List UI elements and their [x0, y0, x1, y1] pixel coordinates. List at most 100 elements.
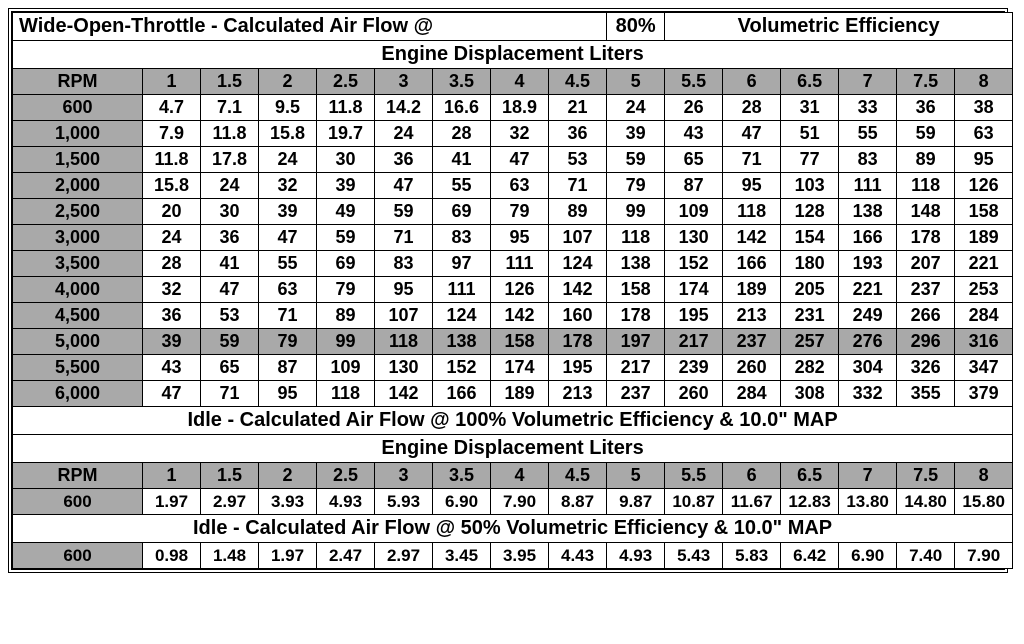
data-cell: 99	[317, 329, 375, 355]
data-cell: 55	[259, 251, 317, 277]
data-cell: 180	[781, 251, 839, 277]
data-cell: 24	[201, 173, 259, 199]
data-cell: 189	[723, 277, 781, 303]
data-cell: 178	[549, 329, 607, 355]
col-disp: 4.5	[549, 463, 607, 489]
data-cell: 97	[433, 251, 491, 277]
data-cell: 154	[781, 225, 839, 251]
data-cell: 7.1	[201, 95, 259, 121]
data-cell: 284	[723, 381, 781, 407]
rpm-cell: 4,500	[13, 303, 143, 329]
data-cell: 83	[839, 147, 897, 173]
data-cell: 142	[491, 303, 549, 329]
col-disp: 8	[955, 463, 1013, 489]
col-disp: 2.5	[317, 69, 375, 95]
data-cell: 189	[491, 381, 549, 407]
col-disp: 7.5	[897, 69, 955, 95]
title-wot-right: Volumetric Efficiency	[665, 13, 1013, 41]
data-cell: 28	[433, 121, 491, 147]
col-disp: 1.5	[201, 463, 259, 489]
data-cell: 36	[897, 95, 955, 121]
data-cell: 124	[549, 251, 607, 277]
col-disp: 5.5	[665, 463, 723, 489]
data-cell: 71	[723, 147, 781, 173]
data-cell: 79	[491, 199, 549, 225]
rpm-cell: 2,000	[13, 173, 143, 199]
rpm-cell: 600	[13, 543, 143, 569]
data-cell: 24	[607, 95, 665, 121]
data-cell: 158	[607, 277, 665, 303]
data-cell: 152	[433, 355, 491, 381]
data-cell: 130	[375, 355, 433, 381]
col-disp: 2.5	[317, 463, 375, 489]
data-cell: 107	[549, 225, 607, 251]
data-cell: 39	[143, 329, 201, 355]
col-disp: 7.5	[897, 463, 955, 489]
airflow-table: Wide-Open-Throttle - Calculated Air Flow…	[12, 12, 1013, 569]
data-cell: 160	[549, 303, 607, 329]
rpm-cell: 5,500	[13, 355, 143, 381]
data-cell: 2.97	[201, 489, 259, 515]
data-cell: 53	[549, 147, 607, 173]
data-cell: 355	[897, 381, 955, 407]
data-cell: 24	[375, 121, 433, 147]
data-cell: 95	[723, 173, 781, 199]
data-cell: 59	[607, 147, 665, 173]
data-cell: 15.8	[259, 121, 317, 147]
data-cell: 65	[665, 147, 723, 173]
data-cell: 59	[317, 225, 375, 251]
col-disp: 2	[259, 69, 317, 95]
data-cell: 21	[549, 95, 607, 121]
data-cell: 237	[723, 329, 781, 355]
data-cell: 276	[839, 329, 897, 355]
data-cell: 193	[839, 251, 897, 277]
col-disp: 5	[607, 463, 665, 489]
data-cell: 111	[491, 251, 549, 277]
subhead-displacement: Engine Displacement Liters	[13, 41, 1013, 69]
data-cell: 69	[433, 199, 491, 225]
data-cell: 260	[723, 355, 781, 381]
data-cell: 4.93	[607, 543, 665, 569]
data-cell: 1.48	[201, 543, 259, 569]
data-cell: 6.90	[839, 543, 897, 569]
data-cell: 83	[433, 225, 491, 251]
data-cell: 249	[839, 303, 897, 329]
data-cell: 63	[955, 121, 1013, 147]
data-cell: 111	[433, 277, 491, 303]
data-cell: 47	[259, 225, 317, 251]
data-cell: 178	[897, 225, 955, 251]
data-cell: 71	[201, 381, 259, 407]
data-cell: 239	[665, 355, 723, 381]
data-cell: 59	[375, 199, 433, 225]
data-cell: 316	[955, 329, 1013, 355]
data-cell: 36	[143, 303, 201, 329]
data-cell: 284	[955, 303, 1013, 329]
data-cell: 217	[665, 329, 723, 355]
data-cell: 47	[723, 121, 781, 147]
data-cell: 174	[665, 277, 723, 303]
data-cell: 79	[317, 277, 375, 303]
data-cell: 253	[955, 277, 1013, 303]
col-disp: 8	[955, 69, 1013, 95]
data-cell: 11.67	[723, 489, 781, 515]
data-cell: 4.43	[549, 543, 607, 569]
data-cell: 103	[781, 173, 839, 199]
data-cell: 126	[491, 277, 549, 303]
rpm-cell: 1,000	[13, 121, 143, 147]
col-disp: 5	[607, 69, 665, 95]
data-cell: 166	[839, 225, 897, 251]
data-cell: 30	[201, 199, 259, 225]
col-disp: 1	[143, 463, 201, 489]
data-cell: 138	[839, 199, 897, 225]
data-cell: 39	[259, 199, 317, 225]
data-cell: 47	[375, 173, 433, 199]
col-rpm: RPM	[13, 463, 143, 489]
data-cell: 36	[201, 225, 259, 251]
data-cell: 14.80	[897, 489, 955, 515]
data-cell: 41	[433, 147, 491, 173]
data-cell: 3.93	[259, 489, 317, 515]
data-cell: 39	[317, 173, 375, 199]
data-cell: 195	[549, 355, 607, 381]
data-cell: 296	[897, 329, 955, 355]
rpm-cell: 4,000	[13, 277, 143, 303]
